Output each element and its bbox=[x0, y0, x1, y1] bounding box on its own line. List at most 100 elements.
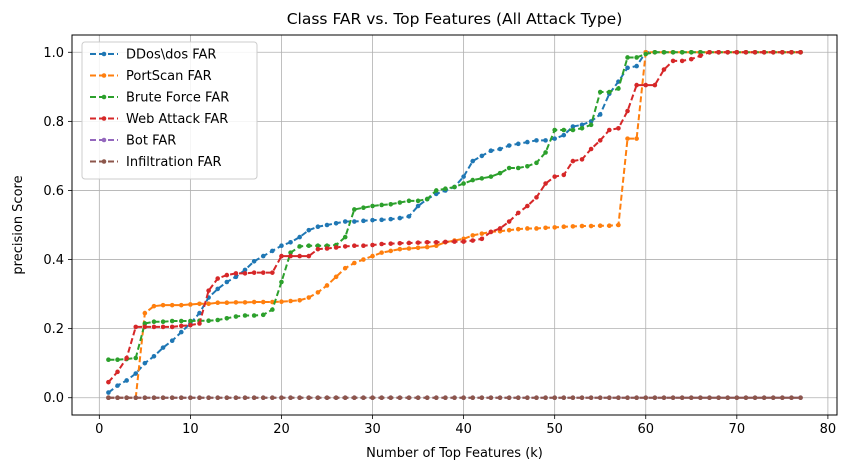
data-point bbox=[197, 301, 202, 307]
data-point bbox=[433, 395, 439, 401]
data-point bbox=[424, 244, 430, 250]
legend-label: Infiltration FAR bbox=[126, 155, 222, 170]
data-point bbox=[625, 395, 630, 401]
data-point bbox=[552, 225, 557, 230]
data-point bbox=[160, 345, 166, 350]
data-point bbox=[342, 265, 348, 271]
data-point bbox=[215, 317, 221, 323]
data-point bbox=[160, 395, 166, 401]
data-point bbox=[597, 395, 603, 401]
data-point bbox=[342, 219, 348, 224]
data-point bbox=[752, 49, 758, 55]
data-point bbox=[497, 226, 503, 231]
data-point bbox=[679, 395, 685, 401]
data-point bbox=[233, 274, 239, 280]
data-point bbox=[424, 395, 430, 401]
data-point bbox=[452, 184, 457, 190]
data-point bbox=[479, 231, 485, 236]
data-point bbox=[488, 148, 494, 154]
data-point bbox=[324, 246, 330, 251]
data-point bbox=[479, 395, 485, 401]
data-point bbox=[470, 158, 476, 164]
data-point bbox=[543, 225, 548, 231]
data-point bbox=[579, 122, 585, 128]
data-point bbox=[470, 238, 476, 243]
data-point bbox=[461, 174, 466, 179]
data-point bbox=[215, 300, 221, 306]
data-point bbox=[324, 283, 330, 288]
legend-label: Web Attack FAR bbox=[126, 112, 228, 127]
data-point bbox=[388, 248, 394, 254]
data-point bbox=[789, 49, 794, 55]
legend-label: DDos\dos FAR bbox=[126, 48, 216, 63]
data-point bbox=[770, 395, 776, 401]
data-point bbox=[515, 226, 521, 232]
data-point bbox=[224, 272, 230, 278]
data-point bbox=[352, 243, 357, 249]
data-point bbox=[270, 248, 275, 254]
data-point bbox=[734, 395, 740, 401]
series-lines bbox=[106, 49, 803, 401]
data-point bbox=[397, 395, 403, 401]
data-point bbox=[288, 298, 293, 304]
data-point bbox=[643, 395, 649, 401]
data-point bbox=[415, 395, 421, 401]
data-point bbox=[452, 239, 457, 244]
data-point bbox=[506, 227, 512, 233]
data-point bbox=[670, 58, 676, 64]
data-point bbox=[370, 253, 375, 259]
data-point bbox=[115, 395, 120, 401]
legend-item: PortScan FAR bbox=[90, 69, 212, 84]
data-point bbox=[415, 240, 421, 245]
data-point bbox=[424, 196, 430, 202]
data-point bbox=[324, 395, 330, 401]
data-point bbox=[279, 253, 284, 259]
data-point bbox=[479, 176, 485, 181]
data-point bbox=[306, 253, 312, 259]
data-point bbox=[625, 55, 630, 60]
data-point bbox=[397, 241, 403, 246]
series-3 bbox=[106, 49, 803, 385]
data-point bbox=[798, 49, 803, 55]
data-point bbox=[488, 395, 494, 401]
data-point bbox=[288, 395, 293, 401]
data-point bbox=[561, 127, 567, 133]
data-point bbox=[288, 239, 293, 245]
legend: DDos\dos FAR PortScan FAR Brute Force FAR W… bbox=[81, 41, 258, 180]
data-point bbox=[652, 395, 658, 401]
data-point bbox=[142, 360, 148, 366]
data-point bbox=[160, 319, 166, 325]
data-point bbox=[415, 245, 421, 251]
series-line bbox=[108, 51, 801, 399]
data-point bbox=[752, 395, 758, 401]
legend-marker bbox=[101, 116, 107, 121]
data-point bbox=[506, 219, 512, 224]
data-point bbox=[315, 224, 321, 230]
data-point bbox=[607, 395, 612, 401]
data-point bbox=[470, 177, 476, 183]
data-point bbox=[342, 234, 348, 240]
y-axis-title: precision Score bbox=[11, 175, 26, 274]
data-point bbox=[543, 150, 548, 155]
data-point bbox=[178, 395, 184, 401]
data-point bbox=[142, 310, 148, 316]
data-point bbox=[497, 146, 503, 152]
data-point bbox=[488, 229, 494, 235]
data-point bbox=[151, 319, 157, 325]
data-point bbox=[233, 314, 239, 319]
data-point bbox=[561, 224, 567, 230]
data-point bbox=[370, 203, 375, 209]
data-point bbox=[570, 127, 576, 133]
data-point bbox=[115, 369, 120, 375]
data-point bbox=[178, 318, 184, 324]
data-point bbox=[798, 395, 803, 401]
data-point bbox=[707, 395, 712, 401]
data-point bbox=[634, 63, 639, 69]
data-point bbox=[379, 202, 384, 208]
data-point bbox=[206, 318, 211, 323]
legend-item: Bot FAR bbox=[90, 134, 176, 149]
data-point bbox=[279, 243, 284, 249]
legend-label: PortScan FAR bbox=[126, 69, 212, 84]
data-point bbox=[260, 395, 266, 401]
